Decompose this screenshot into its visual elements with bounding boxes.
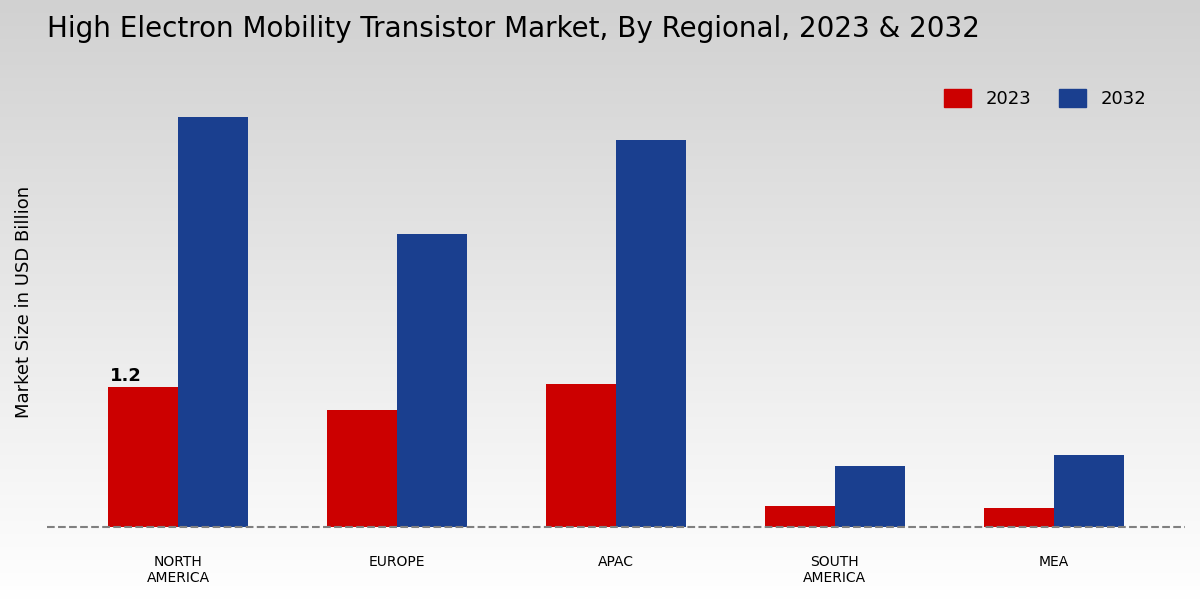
Bar: [179, 116, 248, 527]
Bar: [546, 384, 616, 527]
Legend: 2023, 2032: 2023, 2032: [937, 82, 1153, 115]
Bar: [835, 466, 905, 527]
Bar: [328, 410, 397, 527]
Bar: [764, 506, 835, 527]
Y-axis label: Market Size in USD Billion: Market Size in USD Billion: [14, 185, 34, 418]
Bar: [984, 508, 1054, 527]
Text: 1.2: 1.2: [110, 367, 143, 385]
Bar: [108, 386, 179, 527]
Bar: [616, 140, 686, 527]
Text: High Electron Mobility Transistor Market, By Regional, 2023 & 2032: High Electron Mobility Transistor Market…: [47, 15, 979, 43]
Bar: [397, 234, 467, 527]
Bar: [1054, 455, 1123, 527]
